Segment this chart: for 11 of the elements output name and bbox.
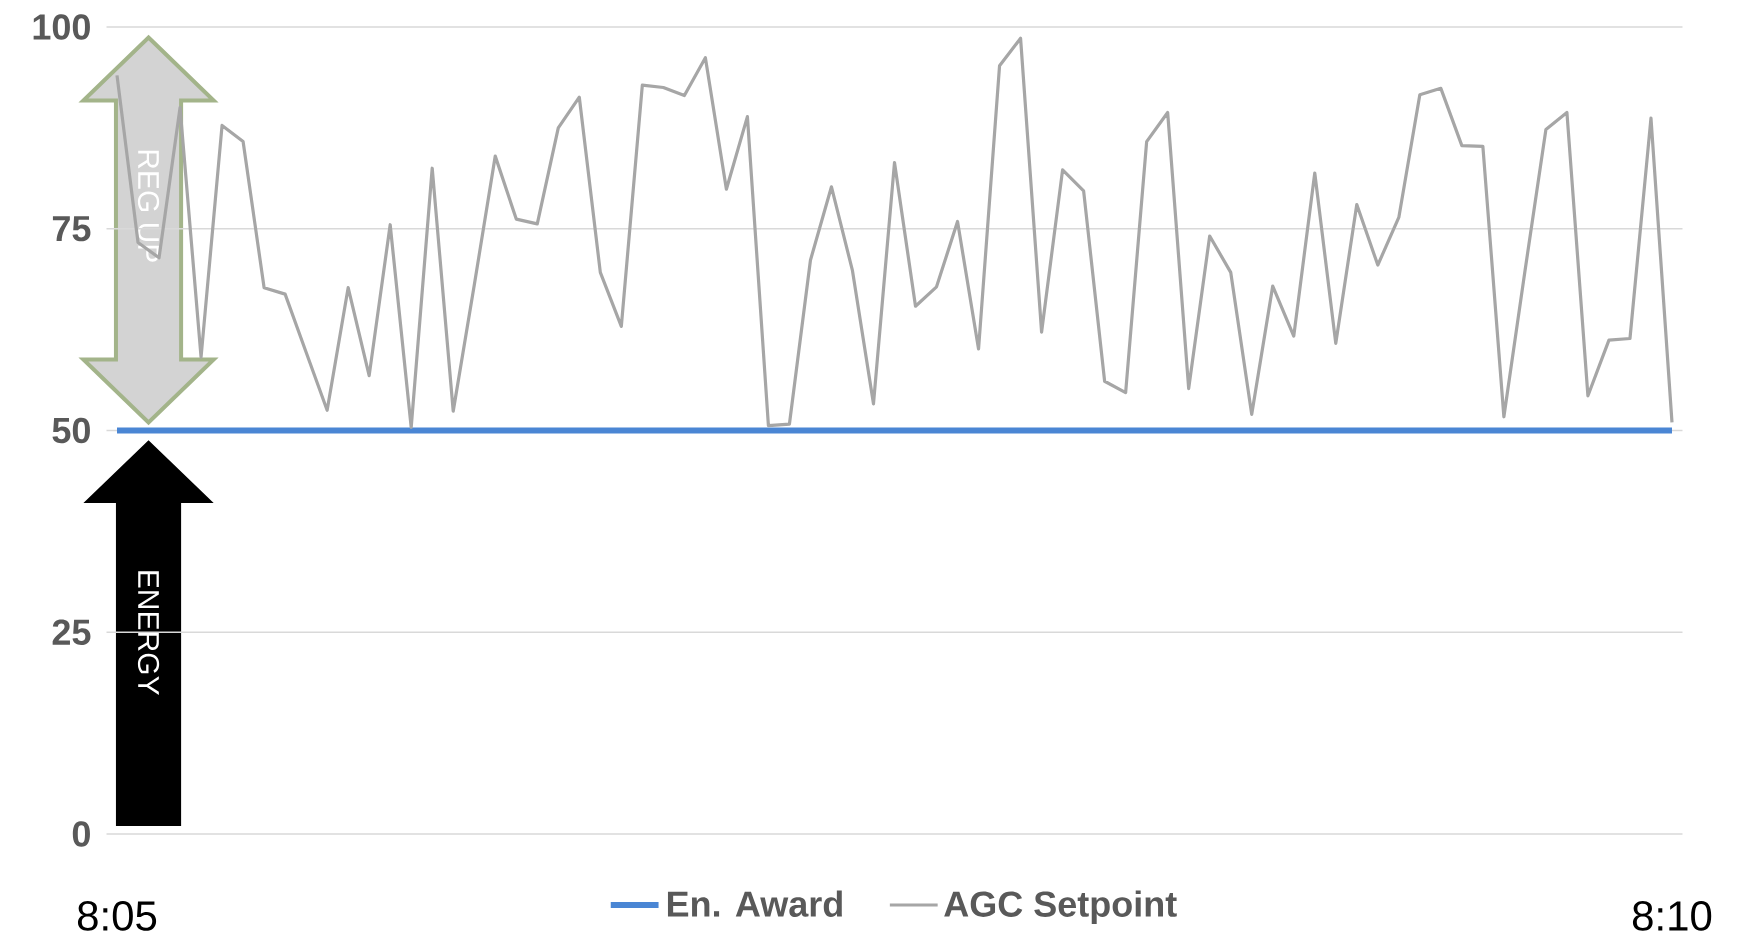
y-tick-label: 100 [33, 14, 90, 40]
y-tick-label: 75 [52, 216, 91, 242]
y-tick-label: 25 [52, 619, 91, 645]
y-tick-label: 0 [72, 821, 90, 847]
x-tick-label: 8:05 [77, 901, 157, 931]
x-tick-label: 8:10 [1632, 901, 1712, 931]
legend-label: AGC Setpoint [944, 890, 1177, 925]
annotation: ENERGY [137, 571, 160, 695]
legend-label: En. Award [667, 890, 842, 917]
line-series [115, 36, 1674, 429]
y-tick-label: 50 [52, 417, 90, 444]
